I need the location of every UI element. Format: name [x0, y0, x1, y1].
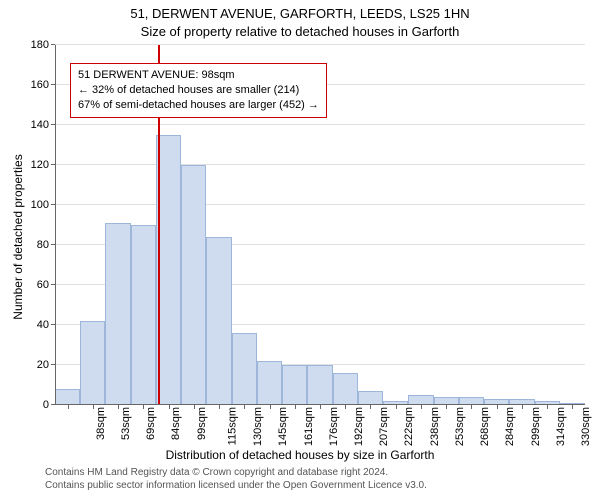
- x-tick-mark: [370, 405, 371, 409]
- x-tick-label: 69sqm: [145, 407, 157, 440]
- x-tick-label: 115sqm: [226, 407, 238, 445]
- y-tick-label: 60: [37, 279, 49, 291]
- x-tick-mark: [169, 405, 170, 409]
- plot-area: 02040608010012014016018038sqm53sqm69sqm8…: [55, 45, 585, 405]
- x-tick-label: 84sqm: [170, 407, 182, 440]
- x-tick-mark: [497, 405, 498, 409]
- x-tick-label: 130sqm: [252, 407, 264, 446]
- x-tick-label: 145sqm: [277, 407, 289, 446]
- x-tick-mark: [219, 405, 220, 409]
- x-tick-mark: [345, 405, 346, 409]
- x-tick-mark: [471, 405, 472, 409]
- chart-container: 51, DERWENT AVENUE, GARFORTH, LEEDS, LS2…: [0, 0, 600, 500]
- x-tick-mark: [143, 405, 144, 409]
- gridline: [55, 124, 585, 125]
- x-axis-label: Distribution of detached houses by size …: [0, 448, 600, 462]
- x-tick-label: 238sqm: [429, 407, 441, 446]
- histogram-bar: [105, 223, 130, 405]
- x-tick-mark: [295, 405, 296, 409]
- gridline: [55, 44, 585, 45]
- x-tick-mark: [572, 405, 573, 409]
- x-tick-label: 268sqm: [479, 407, 491, 446]
- annotation-line: ← 32% of detached houses are smaller (21…: [78, 83, 319, 98]
- x-tick-label: 299sqm: [530, 407, 542, 446]
- x-tick-mark: [244, 405, 245, 409]
- histogram-bar: [206, 237, 231, 405]
- annotation-line: 67% of semi-detached houses are larger (…: [78, 98, 319, 113]
- gridline: [55, 164, 585, 165]
- histogram-bar: [181, 165, 206, 405]
- x-tick-mark: [522, 405, 523, 409]
- x-tick-mark: [194, 405, 195, 409]
- histogram-bar: [131, 225, 156, 405]
- histogram-bar: [307, 365, 332, 405]
- footer-line-1: Contains HM Land Registry data © Crown c…: [45, 466, 427, 479]
- x-tick-label: 314sqm: [555, 407, 567, 446]
- annotation-line: 51 DERWENT AVENUE: 98sqm: [78, 68, 319, 83]
- x-tick-label: 253sqm: [454, 407, 466, 446]
- x-tick-label: 176sqm: [328, 407, 340, 446]
- footer-line-2: Contains public sector information licen…: [45, 479, 427, 492]
- y-tick-label: 120: [31, 159, 49, 171]
- y-tick-label: 0: [43, 399, 49, 411]
- x-tick-mark: [118, 405, 119, 409]
- y-axis-line: [55, 45, 56, 405]
- y-tick-label: 80: [37, 239, 49, 251]
- x-tick-label: 38sqm: [95, 407, 107, 440]
- x-tick-mark: [320, 405, 321, 409]
- chart-title-line2: Size of property relative to detached ho…: [0, 24, 600, 39]
- y-tick-label: 180: [31, 39, 49, 51]
- x-tick-label: 192sqm: [353, 407, 365, 446]
- x-tick-mark: [421, 405, 422, 409]
- y-axis-label: Number of detached properties: [11, 107, 25, 367]
- x-tick-label: 284sqm: [505, 407, 517, 446]
- histogram-bar: [358, 391, 383, 405]
- x-tick-mark: [446, 405, 447, 409]
- histogram-bar: [282, 365, 307, 405]
- y-tick-label: 40: [37, 319, 49, 331]
- x-tick-label: 222sqm: [404, 407, 416, 446]
- histogram-bar: [333, 373, 358, 405]
- histogram-bar: [232, 333, 257, 405]
- histogram-bar: [80, 321, 105, 405]
- histogram-bar: [55, 389, 80, 405]
- x-axis-line: [55, 404, 585, 405]
- y-tick-label: 160: [31, 79, 49, 91]
- x-tick-label: 207sqm: [378, 407, 390, 446]
- chart-footer: Contains HM Land Registry data © Crown c…: [45, 466, 427, 492]
- histogram-bar: [257, 361, 282, 405]
- x-tick-label: 53sqm: [120, 407, 132, 440]
- x-tick-label: 99sqm: [196, 407, 208, 440]
- x-tick-mark: [68, 405, 69, 409]
- x-tick-mark: [270, 405, 271, 409]
- x-tick-label: 330sqm: [580, 407, 592, 446]
- x-tick-label: 161sqm: [303, 407, 315, 446]
- y-tick-label: 20: [37, 359, 49, 371]
- gridline: [55, 204, 585, 205]
- y-tick-label: 100: [31, 199, 49, 211]
- chart-title-line1: 51, DERWENT AVENUE, GARFORTH, LEEDS, LS2…: [0, 6, 600, 21]
- x-tick-mark: [396, 405, 397, 409]
- y-tick-label: 140: [31, 119, 49, 131]
- annotation-box: 51 DERWENT AVENUE: 98sqm← 32% of detache…: [70, 63, 327, 118]
- x-tick-mark: [93, 405, 94, 409]
- x-tick-mark: [547, 405, 548, 409]
